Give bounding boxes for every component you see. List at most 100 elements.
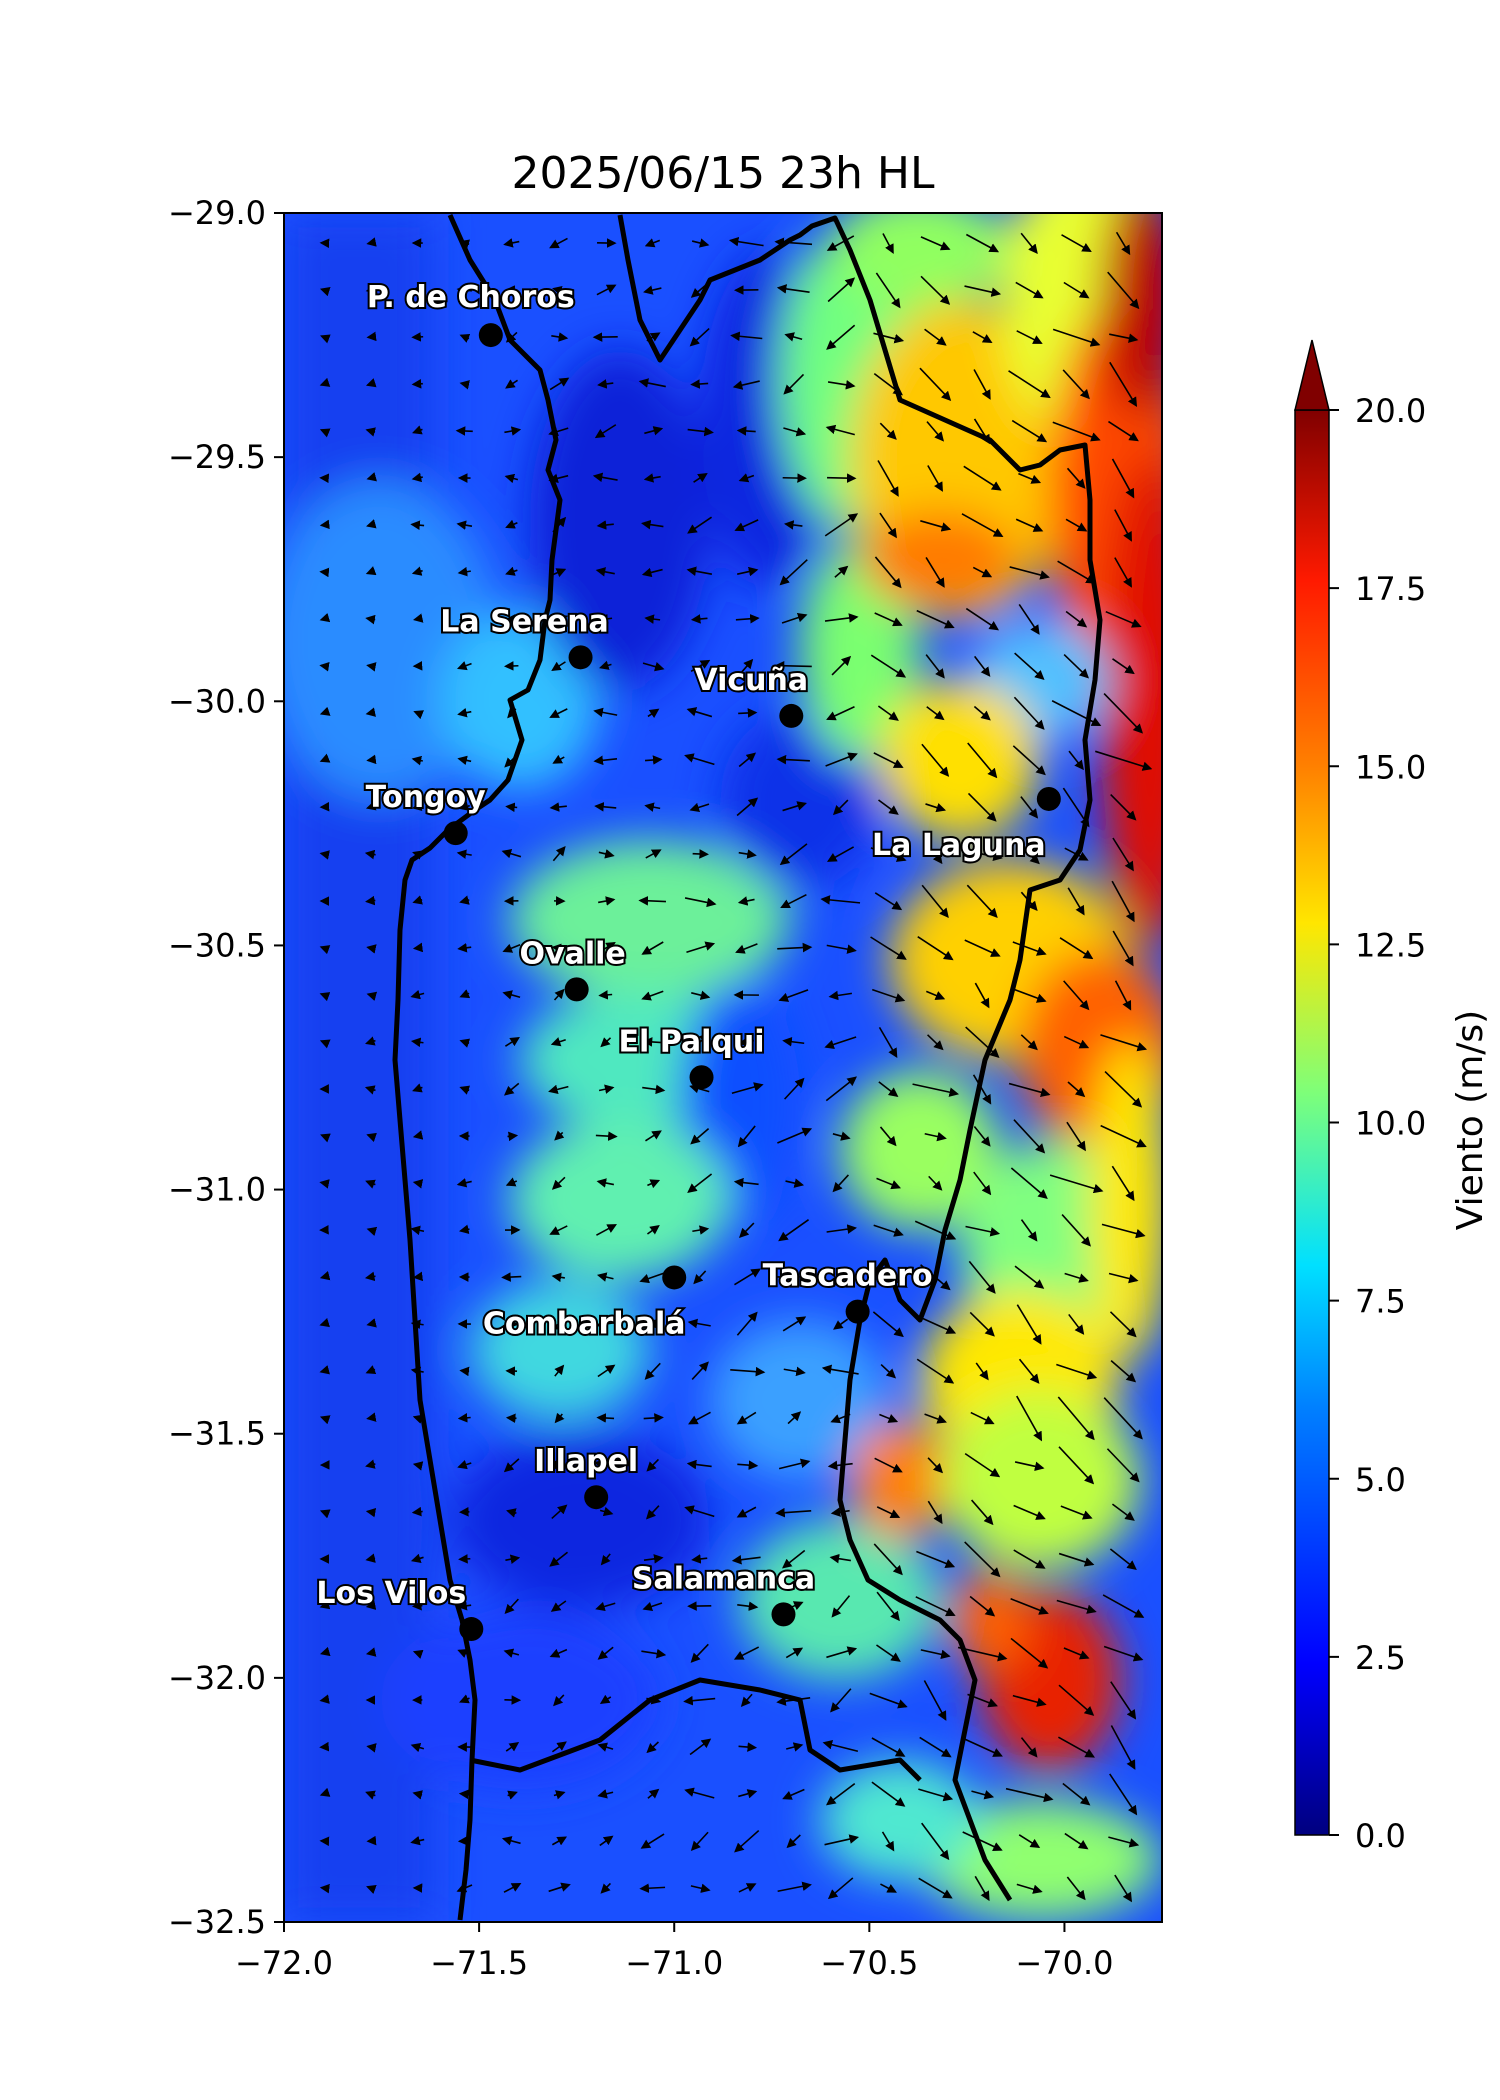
wind-arrow <box>1014 1461 1045 1472</box>
wind-arrow <box>319 1318 330 1328</box>
wind-arrow <box>926 706 945 721</box>
wind-arrow <box>689 802 710 813</box>
wind-arrow <box>594 802 617 812</box>
wind-arrow <box>927 1457 944 1474</box>
wind-arrow <box>319 945 331 955</box>
wind-arrow <box>456 849 472 859</box>
wind-arrow <box>782 1316 807 1332</box>
wind-arrow <box>548 1882 571 1893</box>
wind-arrow <box>365 1459 376 1469</box>
wind-arrow <box>459 613 470 624</box>
wind-arrow <box>642 662 665 672</box>
wind-arrow <box>319 612 331 623</box>
wind-arrow <box>925 803 947 813</box>
city-label: La Laguna <box>872 828 1046 863</box>
wind-arrow <box>827 1877 854 1900</box>
wind-arrow <box>1058 1684 1095 1716</box>
wind-arrow <box>411 378 423 389</box>
wind-arrow <box>964 285 1002 297</box>
wind-arrow <box>641 990 664 1001</box>
wind-arrow <box>365 895 376 906</box>
wind-arrow <box>644 802 661 812</box>
wind-arrow <box>365 1790 376 1800</box>
colorbar-tick-label: 20.0 <box>1355 392 1426 430</box>
city-label: Tongoy <box>366 780 487 815</box>
wind-arrow <box>824 1036 857 1050</box>
wind-arrow <box>366 662 377 672</box>
wind-arrow <box>920 1649 951 1660</box>
wind-arrow <box>1063 1035 1090 1049</box>
wind-arrow <box>787 1411 802 1425</box>
city-marker <box>564 977 589 1002</box>
wind-arrow <box>1018 1834 1041 1849</box>
wind-arrow <box>878 1081 899 1098</box>
wind-arrow <box>456 520 473 530</box>
wind-arrow <box>319 287 331 297</box>
wind-arrow <box>1014 1265 1045 1289</box>
wind-arrow <box>927 465 943 492</box>
wind-arrow <box>1016 330 1043 344</box>
wind-arrow <box>1013 1119 1046 1154</box>
wind-arrow <box>365 801 377 811</box>
wind-arrow <box>914 1220 957 1240</box>
wind-arrow <box>364 1271 376 1282</box>
colorbar: 0.0 2.5 5.0 7.5 10.0 12.5 15.0 17.5 20.0 Viento … <box>1294 339 1491 1855</box>
wind-arrow <box>731 1554 761 1565</box>
wind-arrow <box>599 1835 614 1847</box>
wind-arrow <box>1107 271 1140 310</box>
wind-arrow <box>551 1176 566 1190</box>
wind-arrow <box>970 1499 994 1526</box>
coastline <box>392 213 563 1921</box>
wind-arrow <box>877 705 899 721</box>
wind-arrow <box>973 705 991 721</box>
colorbar-gradient <box>1294 409 1330 1836</box>
wind-arrow <box>687 516 713 534</box>
wind-arrow <box>319 1039 331 1049</box>
wind-arrow <box>973 369 991 400</box>
wind-arrow <box>824 613 859 623</box>
wind-arrow <box>456 1178 472 1188</box>
wind-arrow <box>505 331 518 343</box>
wind-arrow <box>921 1822 950 1861</box>
wind-arrow <box>642 1084 666 1095</box>
city-marker <box>459 1617 484 1642</box>
wind-arrow <box>687 426 714 437</box>
wind-arrow <box>915 1596 956 1617</box>
wind-arrow <box>964 1452 1001 1478</box>
wind-arrow <box>783 427 807 437</box>
wind-arrow <box>690 379 709 389</box>
wind-arrow <box>1058 1736 1095 1758</box>
wind-arrow <box>1020 1034 1038 1051</box>
wind-arrow <box>366 472 377 482</box>
city-marker <box>1036 786 1061 811</box>
wind-arrow <box>549 1225 568 1235</box>
wind-arrow <box>319 706 331 716</box>
colorbar-tick-label: 12.5 <box>1355 926 1426 964</box>
wind-arrow <box>320 1133 331 1143</box>
wind-arrow <box>924 1131 947 1142</box>
wind-arrow <box>459 895 470 905</box>
wind-arrow <box>1112 930 1134 967</box>
wind-arrow <box>832 1131 851 1141</box>
wind-arrow <box>967 792 997 822</box>
wind-arrow <box>457 755 472 766</box>
wind-arrow <box>925 990 946 1000</box>
wind-arrow <box>320 334 331 344</box>
wind-arrow <box>647 1788 660 1799</box>
wind-arrow <box>925 654 945 679</box>
wind-arrow <box>690 1127 710 1145</box>
wind-arrow <box>927 1500 943 1525</box>
wind-arrow <box>919 367 952 401</box>
wind-arrow <box>366 754 377 765</box>
wind-arrow <box>410 1366 424 1377</box>
wind-arrow <box>548 1318 569 1330</box>
wind-arrow <box>1064 1272 1089 1283</box>
wind-arrow <box>876 1177 901 1190</box>
wind-arrow <box>874 556 902 589</box>
city-label: Los Vilos <box>316 1576 466 1611</box>
wind-arrow <box>691 1032 709 1051</box>
wind-arrow <box>594 424 617 439</box>
wind-arrow <box>1011 419 1048 443</box>
wind-arrow <box>783 373 805 395</box>
wind-arrow <box>1115 231 1131 256</box>
